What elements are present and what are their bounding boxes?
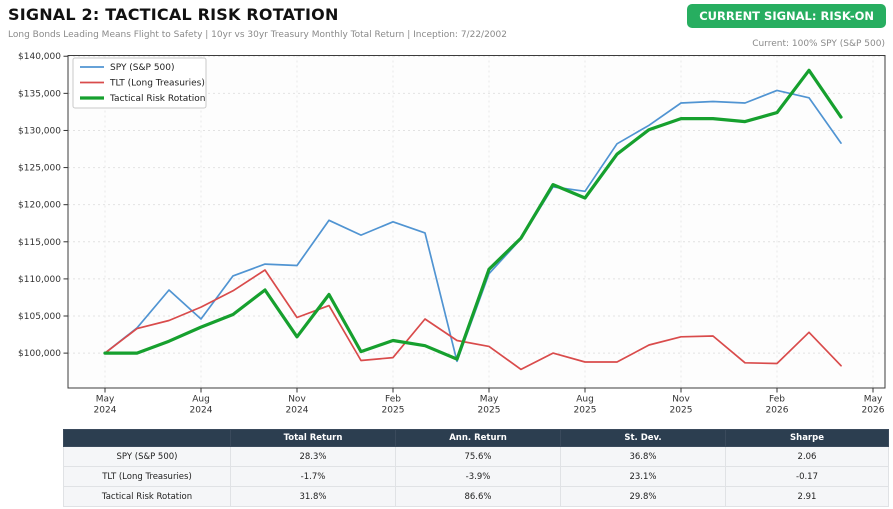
stat-value: 31.8% [230,486,396,507]
stat-value: -3.9% [395,466,561,487]
table-header-cell: Ann. Return [395,429,561,447]
performance-chart: $100,000 $105,000 $110,000 $115,000 $120,000… [0,50,893,418]
table-header-row: Total Return Ann. Return St. Dev. Sharpe [63,429,889,447]
table-row: SPY (S&P 500) 28.3% 75.6% 36.8% 2.06 [63,446,889,467]
stat-value: 2.06 [725,446,889,467]
stat-value: 29.8% [560,486,726,507]
y-tick-label: $105,000 [18,312,61,322]
x-tick-label: Aug 2025 [574,395,597,416]
x-tick-label: May 2025 [478,395,501,416]
y-tick-label: $115,000 [18,238,61,248]
stat-value: 23.1% [560,466,726,487]
legend-label: TLT (Long Treasuries) [109,79,205,89]
y-tick-label: $140,000 [18,52,61,62]
legend-label: SPY (S&P 500) [110,63,175,73]
y-tick-label: $100,000 [18,349,61,359]
series-line-tactical-risk-rotation [103,68,843,361]
x-tick-label: Nov 2025 [670,395,693,416]
stat-value: 86.6% [395,486,561,507]
y-tick-label: $120,000 [18,201,61,211]
chart-legend: SPY (S&P 500) TLT (Long Treasuries) Tactic… [72,57,207,109]
y-tick-label: $125,000 [18,164,61,174]
table-header-cell [63,429,231,447]
row-label: TLT (Long Treasuries) [63,466,231,487]
page-subtitle: Long Bonds Leading Means Flight to Safet… [8,30,507,40]
x-tick-label: Nov 2024 [286,395,309,416]
table-header-cell: St. Dev. [560,429,726,447]
y-tick-label: $130,000 [18,126,61,136]
y-tick-label: $110,000 [18,275,61,285]
current-allocation-note: Current: 100% SPY (S&P 500) [752,39,885,49]
row-label: SPY (S&P 500) [63,446,231,467]
plot-border [67,55,886,389]
series-line-tlt-long-treasuries [104,269,842,371]
stat-value: 75.6% [395,446,561,467]
x-axis-labels: May 2024 Aug 2024 Nov 2024 Feb 2025 May 2025 Aug 20… [94,55,885,416]
performance-chart-svg: $100,000 $105,000 $110,000 $115,000 $120,000… [18,52,886,416]
stat-value: 28.3% [230,446,396,467]
table-row: Tactical Risk Rotation 31.8% 86.6% 29.8% 2.9… [63,486,889,507]
stats-table: Total Return Ann. Return St. Dev. Sharpe SP… [63,429,889,507]
table-header-cell: Total Return [230,429,396,447]
row-label: Tactical Risk Rotation [63,486,231,507]
plot-area [68,55,885,388]
x-tick-label: Aug 2024 [190,395,213,416]
table-row: TLT (Long Treasuries) -1.7% -3.9% 23.1% -0.1… [63,466,889,487]
stat-value: 36.8% [560,446,726,467]
x-tick-label: Feb 2025 [382,395,405,416]
x-tick-label: Feb 2026 [766,395,789,416]
table-header-cell: Sharpe [725,429,889,447]
x-tick-label: May 2026 [862,395,885,416]
stat-value: 2.91 [725,486,889,507]
y-tick-label: $135,000 [18,89,61,99]
legend-label: Tactical Risk Rotation [109,94,205,104]
stat-value: -0.17 [725,466,889,487]
page-title: SIGNAL 2: TACTICAL RISK ROTATION [8,5,339,24]
stat-value: -1.7% [230,466,396,487]
x-tick-label: May 2024 [94,395,117,416]
signal-status-badge: CURRENT SIGNAL: RISK-ON [687,4,886,28]
